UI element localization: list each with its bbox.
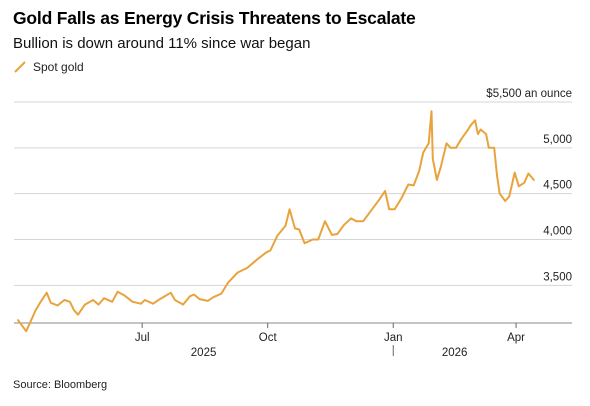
y-tick-label: 4,000 — [543, 226, 572, 238]
x-tick-label: Jul — [135, 332, 150, 344]
y-tick-label: 5,000 — [543, 134, 572, 146]
source-note: Source: Bloomberg — [13, 379, 108, 391]
y-tick-label: 4,500 — [543, 180, 572, 192]
legend-label: Spot gold — [33, 60, 84, 74]
series-line-spot-gold — [17, 110, 535, 333]
legend: Spot gold — [13, 60, 84, 74]
y-tick-label: $5,500 an ounce — [486, 88, 572, 100]
x-year-label: 2025 — [191, 347, 217, 359]
x-year-label: 2026 — [442, 347, 468, 359]
chart-title: Gold Falls as Energy Crisis Threatens to… — [13, 8, 416, 28]
chart-subtitle: Bullion is down around 11% since war beg… — [13, 35, 311, 52]
x-tick-label: Jan — [384, 332, 403, 344]
x-tick-label: Oct — [259, 332, 278, 344]
y-tick-label: 3,500 — [543, 271, 572, 283]
x-tick-label: Apr — [507, 332, 525, 344]
legend-swatch-icon — [14, 61, 26, 73]
